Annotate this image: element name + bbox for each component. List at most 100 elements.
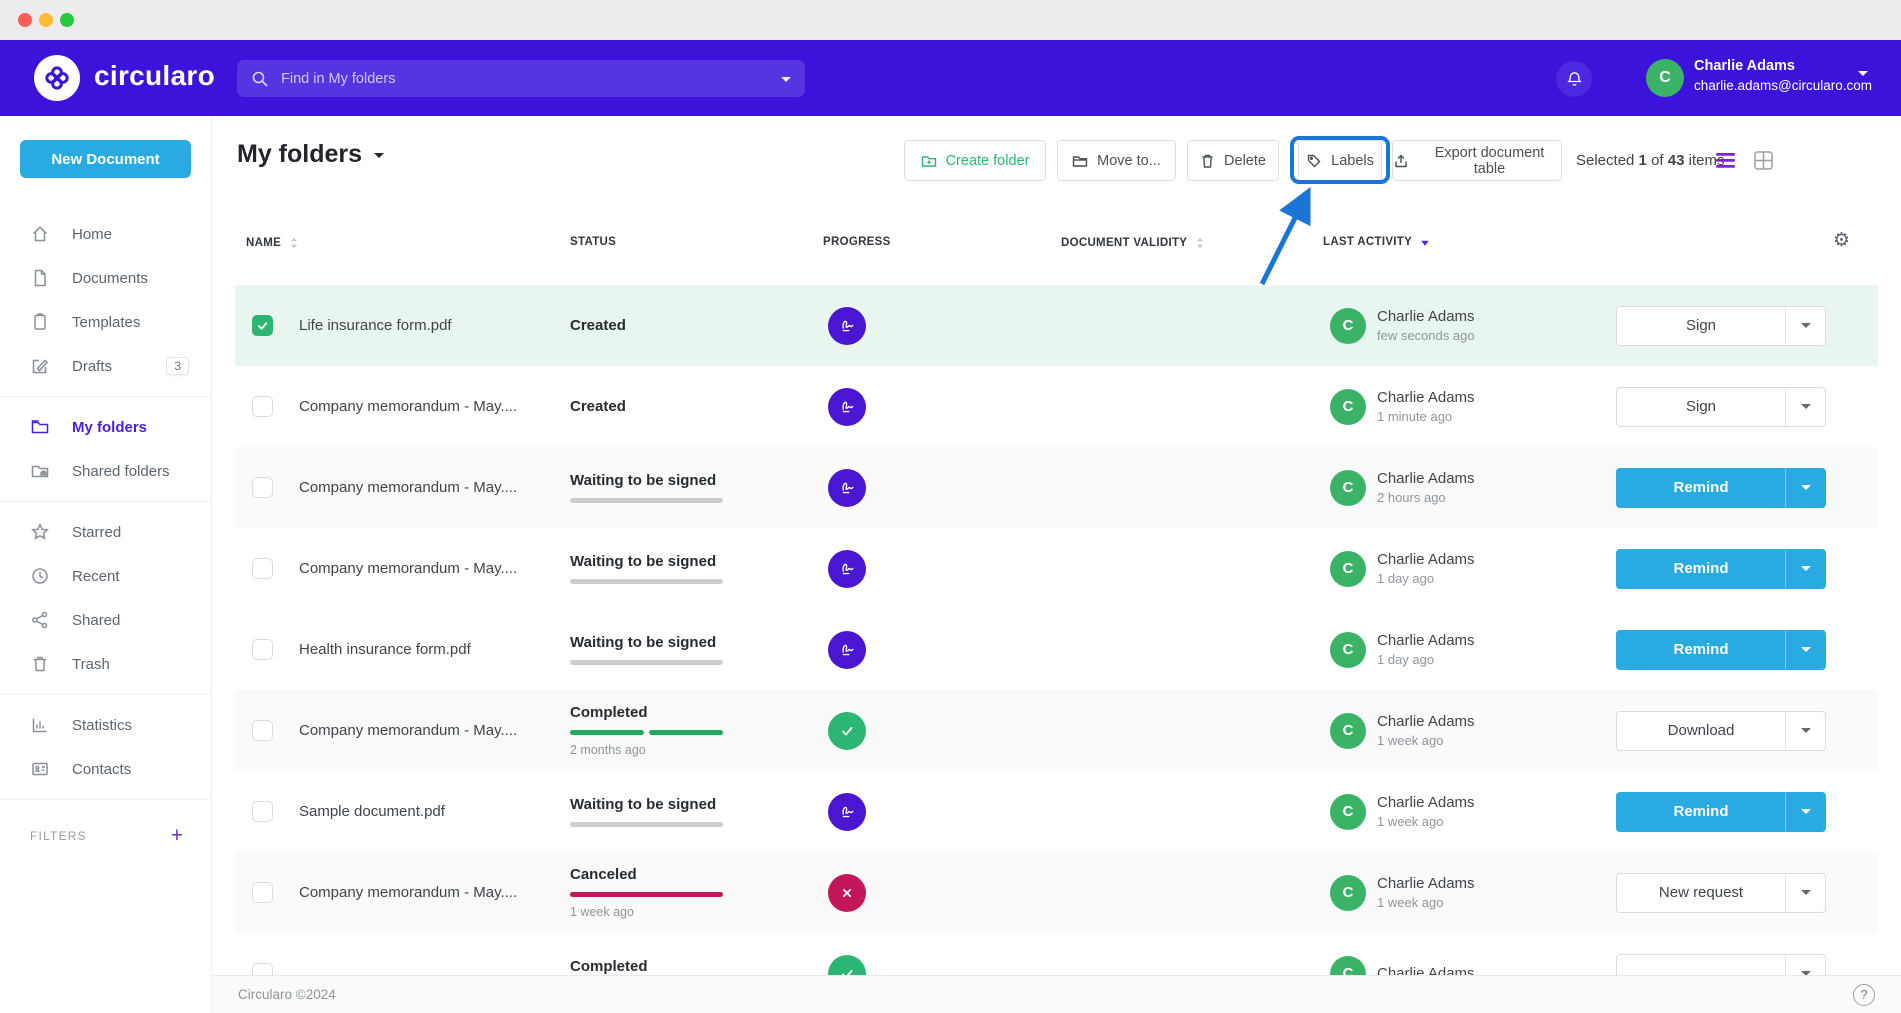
circularo-logo-icon[interactable] [34,55,80,101]
table-row[interactable]: Sample document.pdf Waiting to be signed C… [235,771,1878,852]
notifications-button[interactable] [1556,61,1592,97]
move-to-button[interactable]: Move to... [1057,140,1176,181]
row-action-button[interactable]: Remind [1616,629,1826,670]
action-dropdown-caret[interactable] [1785,306,1825,345]
table-row[interactable]: Health insurance form.pdf Waiting to be s… [235,609,1878,690]
actor-name: Charlie Adams [1377,470,1475,487]
table-row[interactable]: Company memorandum - May.... Waiting to b… [235,528,1878,609]
row-checkbox[interactable] [252,639,273,660]
user-avatar[interactable]: C [1646,59,1684,97]
document-name[interactable]: Company memorandum - May.... [299,884,518,901]
sidebar-item-drafts[interactable]: Drafts 3 [0,344,211,388]
sidebar-item-my-folders[interactable]: My folders [0,405,211,449]
action-dropdown-caret[interactable] [1785,549,1825,588]
grid-view-icon[interactable] [1754,151,1773,175]
user-menu-caret-icon[interactable] [1858,71,1868,81]
row-checkbox[interactable] [252,558,273,579]
new-document-button[interactable]: New Document [20,140,191,178]
row-checkbox[interactable] [252,963,273,975]
export-button[interactable]: Export document table [1392,140,1562,181]
row-checkbox[interactable] [252,882,273,903]
action-dropdown-caret[interactable] [1785,792,1825,831]
table-row[interactable]: Company memorandum - May.... Canceled 1 we… [235,852,1878,933]
column-header-progress[interactable]: PROGRESS [823,236,891,248]
row-action-button[interactable]: Download [1616,710,1826,751]
table-row[interactable]: Completed C Charlie Adams [235,933,1878,975]
sidebar-item-documents[interactable]: Documents [0,256,211,300]
document-name[interactable]: Company memorandum - May.... [299,560,518,577]
table-row[interactable]: Company memorandum - May.... Completed 2 m… [235,690,1878,771]
labels-button[interactable]: Labels [1298,140,1382,181]
action-dropdown-caret[interactable] [1785,387,1825,426]
status-cell: Waiting to be signed [565,634,820,665]
create-folder-button[interactable]: Create folder [904,140,1046,181]
row-action-button[interactable]: Remind [1616,791,1826,832]
delete-button[interactable]: Delete [1187,140,1279,181]
activity-time: 1 day ago [1377,571,1435,586]
user-email: charlie.adams@circularo.com [1694,78,1873,93]
sidebar: New Document Home Documents Templates Draft… [0,116,212,1013]
maximize-window-button[interactable] [60,13,74,27]
column-header-label: DOCUMENT VALIDITY [1061,237,1188,249]
sidebar-item-shared[interactable]: Shared [0,598,211,642]
trash-small-icon [1200,153,1215,169]
document-name[interactable]: Company memorandum - May.... [299,398,518,415]
row-checkbox[interactable] [252,720,273,741]
document-name[interactable]: Life insurance form.pdf [299,317,452,334]
row-checkbox[interactable] [252,396,273,417]
row-action-button[interactable]: Sign [1616,305,1826,346]
search-input[interactable] [281,70,769,87]
sidebar-item-trash[interactable]: Trash [0,642,211,686]
sidebar-item-starred[interactable]: Starred [0,510,211,554]
row-action-button[interactable]: New request [1616,872,1826,913]
name-cell: Company memorandum - May.... [279,479,565,496]
column-header-name[interactable]: NAME [246,236,300,250]
action-dropdown-caret[interactable] [1785,468,1825,507]
row-checkbox[interactable] [252,801,273,822]
action-cell [1610,953,1878,975]
sidebar-divider [0,396,211,397]
document-name[interactable]: Health insurance form.pdf [299,641,471,658]
row-action-button[interactable]: Remind [1616,548,1826,589]
column-header-validity[interactable]: DOCUMENT VALIDITY [1061,236,1206,250]
sidebar-item-home[interactable]: Home [0,212,211,256]
status-label: Waiting to be signed [570,472,717,489]
document-name[interactable]: Sample document.pdf [299,803,445,820]
sidebar-item-statistics[interactable]: Statistics [0,703,211,747]
page-title[interactable]: My folders [237,140,385,169]
close-window-button[interactable] [18,13,32,27]
row-action-button[interactable]: Sign [1616,386,1826,427]
activity-cell: C Charlie Adams 1 week ago [1315,793,1610,830]
table-row[interactable]: Life insurance form.pdf Created C Charlie A… [235,285,1878,366]
minimize-window-button[interactable] [39,13,53,27]
column-header-activity[interactable]: LAST ACTIVITY [1323,236,1431,248]
column-header-status[interactable]: STATUS [570,236,616,248]
row-checkbox[interactable] [252,315,273,336]
table-row[interactable]: Company memorandum - May.... Created C Char… [235,366,1878,447]
document-name[interactable]: Company memorandum - May.... [299,479,518,496]
checkbox-cell [235,639,279,660]
table-settings-gear-icon[interactable]: ⚙ [1833,230,1851,251]
search-scope-caret-icon[interactable] [781,76,791,87]
sidebar-item-templates[interactable]: Templates [0,300,211,344]
caret-down-icon [1800,565,1811,576]
document-name[interactable]: Company memorandum - May.... [299,722,518,739]
caret-down-icon [1800,484,1811,495]
list-view-icon[interactable] [1716,152,1735,174]
actor-avatar: C [1330,550,1366,587]
sidebar-item-recent[interactable]: Recent [0,554,211,598]
action-dropdown-caret[interactable] [1785,954,1825,975]
add-filter-button[interactable]: + [170,824,183,847]
sidebar-item-contacts[interactable]: Contacts [0,747,211,791]
row-checkbox[interactable] [252,477,273,498]
action-dropdown-caret[interactable] [1785,711,1825,750]
help-icon[interactable]: ? [1853,983,1875,1006]
status-cell: Canceled 1 week ago [565,866,820,919]
action-dropdown-caret[interactable] [1785,630,1825,669]
table-row[interactable]: Company memorandum - May.... Waiting to b… [235,447,1878,528]
action-dropdown-caret[interactable] [1785,873,1825,912]
sidebar-item-shared-folders[interactable]: Shared folders [0,449,211,493]
row-action-button[interactable]: Remind [1616,467,1826,508]
row-action-button[interactable] [1616,953,1826,975]
search-bar[interactable] [237,60,805,97]
